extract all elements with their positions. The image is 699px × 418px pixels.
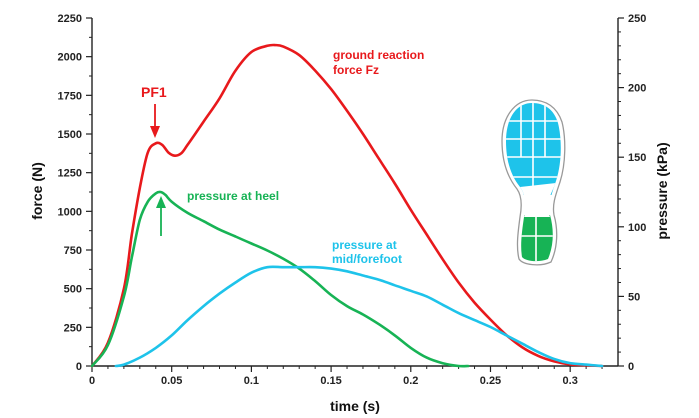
y-right-axis-title: pressure (kPa)	[654, 142, 670, 239]
annotation-grf-line2: force Fz	[333, 63, 379, 77]
x-tick-label: 0.3	[563, 375, 578, 387]
annotation-grf-line1: ground reaction	[333, 48, 424, 62]
right-axis-ticks: 0 50 100 150 200 250	[618, 13, 646, 373]
series-line-midforefoot	[114, 265, 604, 368]
y-right-tick-label: 0	[628, 361, 634, 373]
series-line-heel	[90, 190, 470, 368]
foot-insole-pressure-map-icon	[501, 99, 566, 266]
y-left-tick-label: 250	[64, 322, 82, 334]
y-left-tick-label: 1750	[58, 90, 82, 102]
left-axis-ticks: 0 250 500 750 1000 1250 1500 1750 2000 2250	[58, 13, 92, 373]
y-left-tick-label: 1250	[58, 168, 82, 180]
y-left-tick-label: 2000	[58, 52, 82, 64]
y-right-tick-label: 50	[628, 291, 640, 303]
y-left-tick-label: 0	[76, 361, 82, 373]
y-right-tick-label: 250	[628, 13, 646, 25]
x-tick-label: 0.25	[480, 375, 501, 387]
series-line-grf	[90, 43, 604, 368]
x-axis-ticks: 0 0.05 0.1 0.15 0.2 0.25 0.3	[89, 366, 603, 387]
y-left-tick-label: 750	[64, 245, 82, 257]
x-axis-title: time (s)	[330, 398, 380, 414]
x-tick-label: 0.2	[403, 375, 418, 387]
annotation-heel: pressure at heel	[187, 189, 279, 203]
x-tick-label: 0.1	[244, 375, 259, 387]
y-right-tick-label: 200	[628, 83, 646, 95]
pf1-arrow	[150, 104, 160, 138]
heel-arrow	[156, 196, 166, 236]
x-tick-label: 0.05	[161, 375, 182, 387]
y-left-tick-label: 1500	[58, 129, 82, 141]
x-tick-label: 0	[89, 375, 95, 387]
y-left-axis-title: force (N)	[29, 162, 45, 220]
y-right-tick-label: 150	[628, 152, 646, 164]
annotation-pf1: PF1	[141, 84, 167, 100]
series-lines	[90, 43, 604, 368]
annotation-midforefoot: pressure at mid/forefoot	[332, 238, 402, 266]
y-left-tick-label: 2250	[58, 13, 82, 25]
y-left-tick-label: 500	[64, 284, 82, 296]
y-left-tick-label: 1000	[58, 206, 82, 218]
x-tick-label: 0.15	[320, 375, 341, 387]
annotation-midforefoot-line1: pressure at	[332, 238, 397, 252]
y-right-tick-label: 100	[628, 222, 646, 234]
annotation-grf: ground reaction force Fz	[333, 48, 428, 77]
annotation-midforefoot-line2: mid/forefoot	[332, 252, 402, 266]
